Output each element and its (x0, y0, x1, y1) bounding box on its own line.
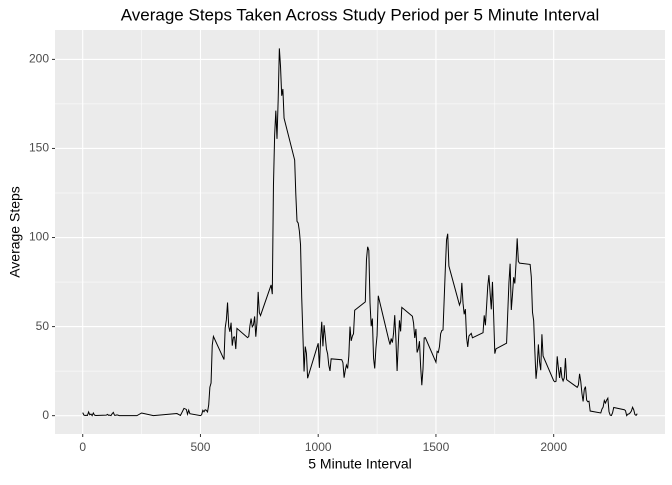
y-tick-label: 200 (29, 52, 49, 66)
y-axis-label: Average Steps (7, 186, 23, 278)
x-tick-label: 2000 (540, 440, 567, 454)
x-tick-label: 1500 (423, 440, 450, 454)
x-tick-label: 0 (79, 440, 86, 454)
x-tick-label: 500 (190, 440, 210, 454)
y-tick-label: 150 (29, 141, 49, 155)
x-axis-label: 5 Minute Interval (308, 456, 412, 472)
chart-title: Average Steps Taken Across Study Period … (121, 5, 599, 24)
y-tick-label: 100 (29, 230, 49, 244)
y-tick-label: 0 (42, 408, 49, 422)
x-tick-label: 1000 (305, 440, 332, 454)
line (82, 48, 638, 417)
y-tick-label: 50 (36, 319, 50, 333)
panel (55, 30, 665, 434)
